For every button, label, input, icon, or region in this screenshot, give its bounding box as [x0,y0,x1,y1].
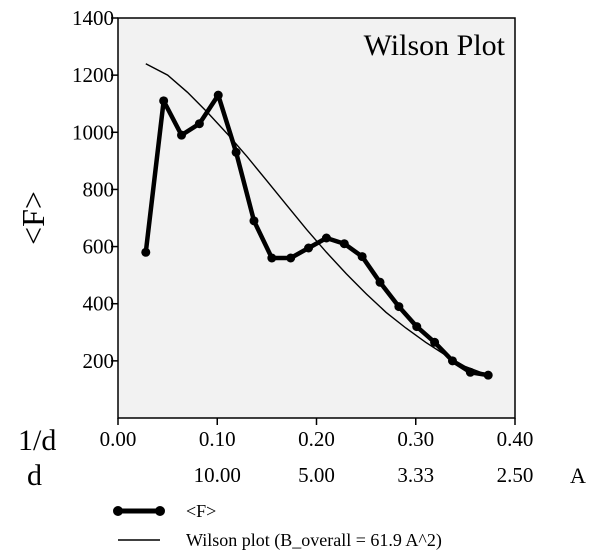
y-tick-label: 600 [83,235,115,259]
data-point-f [465,367,475,377]
y-tick-label: 800 [83,177,115,201]
chart-title: Wilson Plot [364,29,506,62]
legend-label-wilson: Wilson plot (B_overall = 61.9 A^2) [186,530,442,550]
data-point-f [375,277,385,287]
y-tick-label: 400 [83,292,115,316]
data-point-f [430,337,440,347]
x-axis: 0.00 0.10 0.20 0.30 0.40 10.00 5.00 3.33 2.50 [100,418,534,487]
legend-marker-f-left [113,506,123,516]
d-tick-label: 3.33 [397,463,434,487]
data-point-f [412,322,422,332]
data-point-f [286,253,296,263]
x-axis-label-reciprocal-d: 1/d [18,424,56,457]
data-point-f [304,243,314,253]
data-point-f [141,247,151,257]
x-tick-label: 0.40 [497,427,534,451]
data-point-f [267,253,277,263]
data-point-f [447,356,457,366]
x-tick-label: 0.20 [298,427,335,451]
y-tick-label: 1200 [72,63,114,87]
x-axis-label-d: d [27,459,42,492]
plot-area [117,17,516,419]
y-axis: 200 400 600 800 1000 1200 1400 [72,6,118,373]
d-tick-label: 2.50 [497,463,534,487]
data-point-f [213,90,223,100]
series-layer [141,63,493,380]
data-point-f [177,130,187,140]
x-tick-label: 0.10 [199,427,236,451]
data-point-f [339,239,349,249]
x-axis-unit: A [570,463,586,488]
legend: <F> Wilson plot (B_overall = 61.9 A^2) [113,501,442,550]
d-tick-label: 5.00 [298,463,335,487]
data-point-f [483,370,493,380]
data-point-f [321,233,331,243]
data-point-f [159,96,169,106]
data-point-f [357,252,367,262]
x-tick-label: 0.30 [397,427,434,451]
data-point-f [249,216,259,226]
d-tick-label: 10.00 [194,463,241,487]
data-point-f [231,147,241,157]
data-point-f [194,119,204,129]
x-tick-label: 0.00 [100,427,137,451]
y-tick-label: 1000 [72,120,114,144]
data-point-f [394,302,404,312]
legend-label-f: <F> [186,501,216,521]
legend-marker-f-right [155,506,165,516]
y-axis-label: <F> [15,191,51,245]
y-tick-label: 200 [83,349,115,373]
y-tick-label: 1400 [72,6,114,30]
series-line-wilson [145,63,489,376]
